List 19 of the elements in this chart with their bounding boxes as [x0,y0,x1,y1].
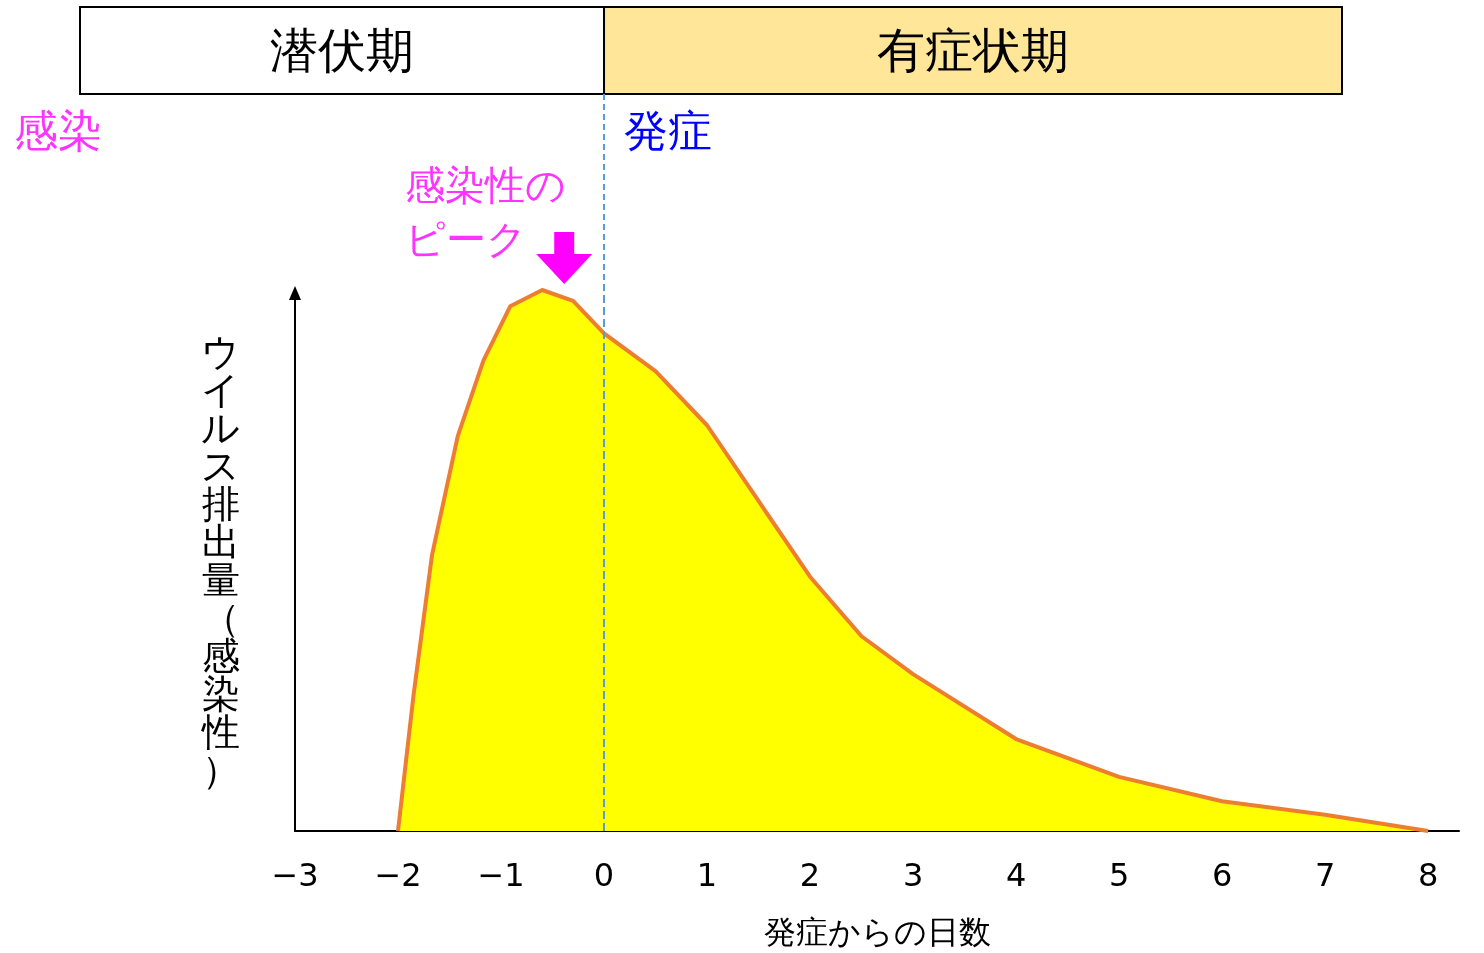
x-tick-label: 1 [696,856,718,894]
x-tick-label: 3 [902,856,924,894]
x-tick-label: 4 [1005,856,1027,894]
x-tick-label: 8 [1417,856,1439,894]
annotation: 感染性のピーク [405,162,566,262]
text: 感染 [14,104,102,156]
x-axis-title: 発症からの日数 [763,913,991,951]
text: 潜伏期 [270,22,415,78]
text: 有症状期 [877,22,1070,78]
x-tick-label: 2 [799,856,821,894]
text: ウイルス排出量（感染性） [201,329,240,792]
x-tick-label: 5 [1108,856,1130,894]
x-tick-label: −3 [271,856,319,894]
x-tick-label: −1 [477,856,525,894]
x-tick-label: 0 [593,856,615,894]
ref-line-label: 発症 [624,104,713,156]
x-tick-label: 6 [1211,856,1233,894]
x-tick-label: 7 [1314,856,1336,894]
x-tick-label: −2 [374,856,422,894]
